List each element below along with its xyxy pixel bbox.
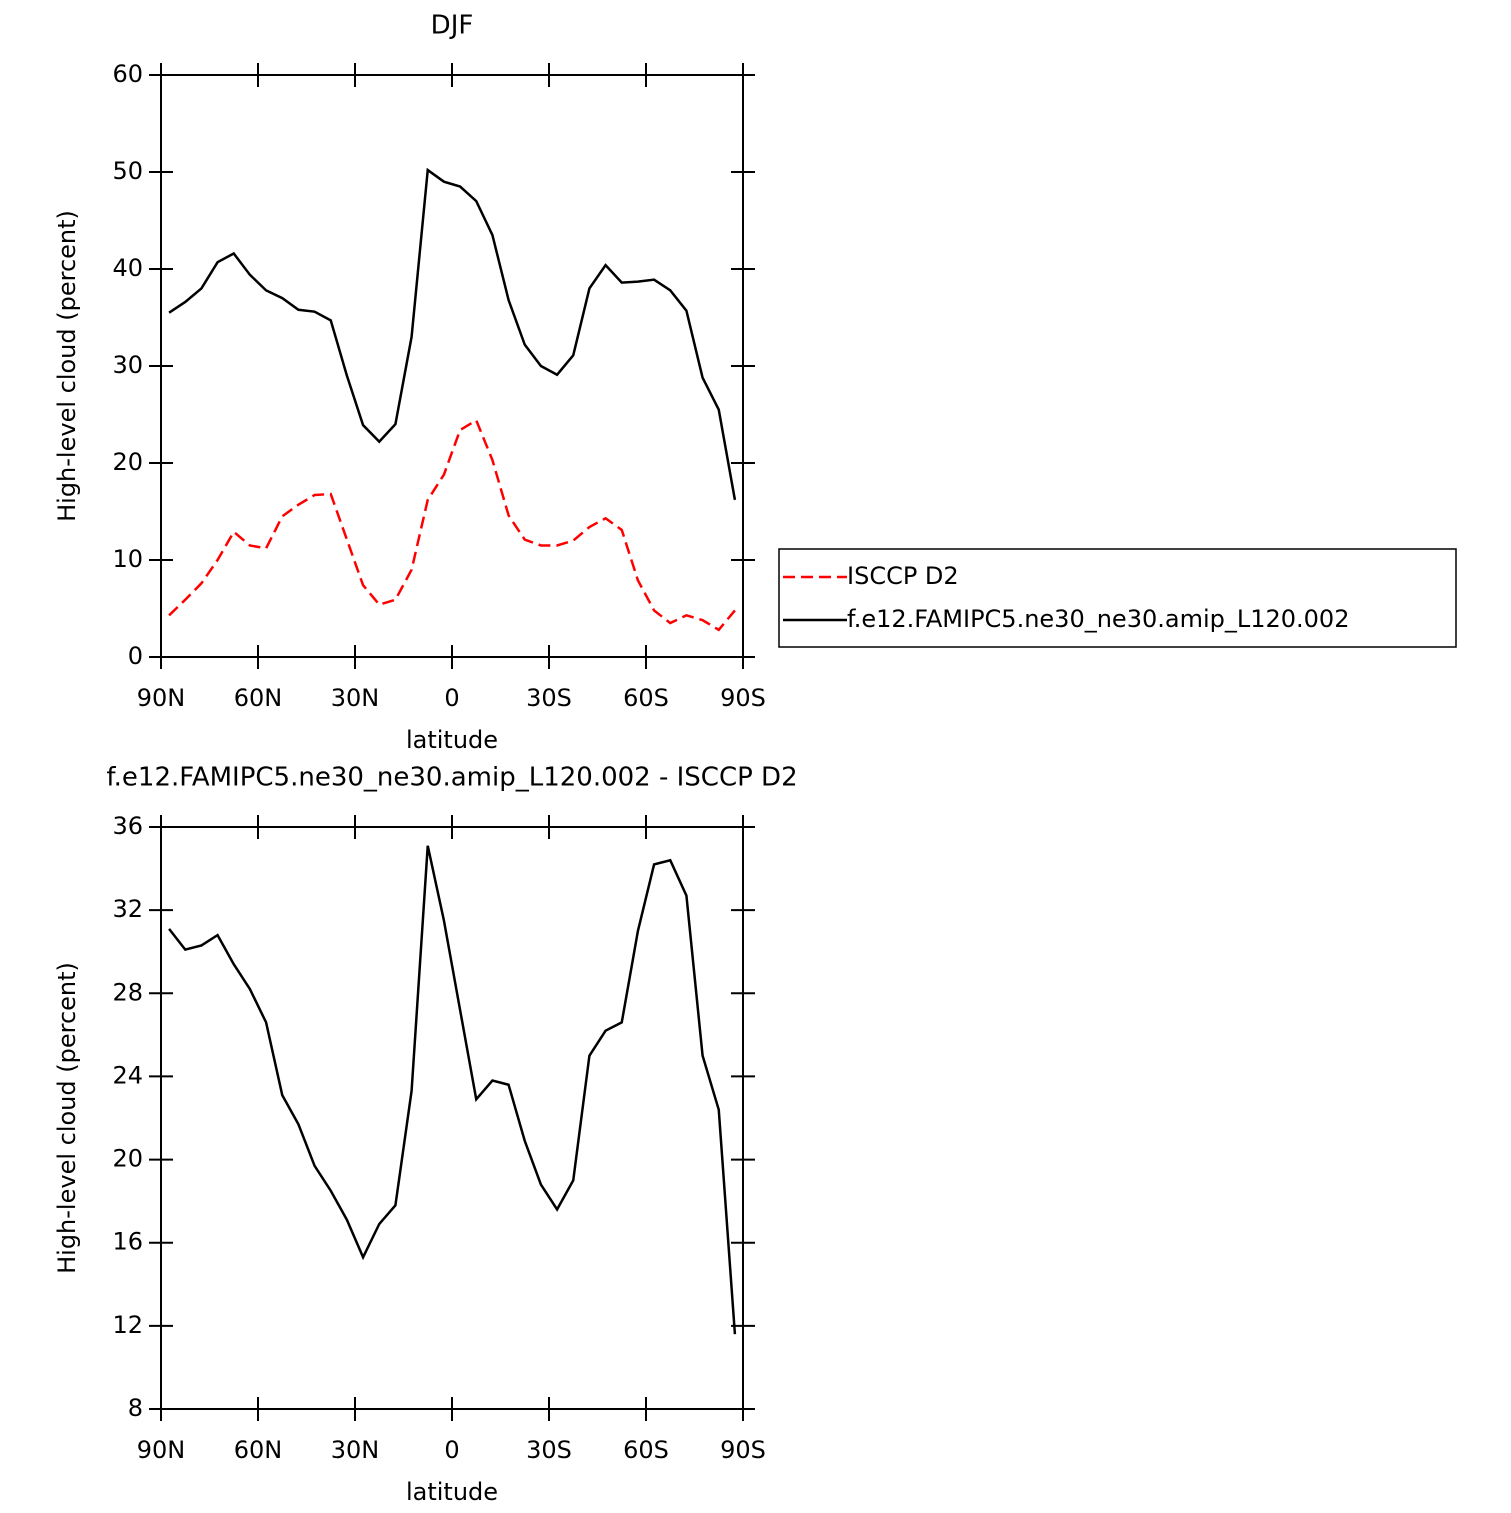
legend-label: f.e12.FAMIPC5.ne30_ne30.amip_L120.002 xyxy=(847,605,1349,633)
y-tick-label: 36 xyxy=(112,812,143,840)
x-tick-label: 90N xyxy=(137,684,186,712)
y-tick-label: 20 xyxy=(112,448,143,476)
y-tick-label: 30 xyxy=(112,351,143,379)
x-tick-label: 60N xyxy=(234,1436,283,1464)
y-axis-label: High-level cloud (percent) xyxy=(53,210,81,522)
x-tick-label: 60S xyxy=(623,684,669,712)
legend-label: ISCCP D2 xyxy=(847,562,959,590)
y-axis-label: High-level cloud (percent) xyxy=(53,962,81,1274)
y-tick-label: 12 xyxy=(112,1311,143,1339)
legend-box xyxy=(778,548,1457,648)
chart-title: f.e12.FAMIPC5.ne30_ne30.amip_L120.002 - … xyxy=(106,763,797,793)
x-tick-label: 90N xyxy=(137,1436,186,1464)
data-line xyxy=(168,418,736,632)
x-tick-label: 30S xyxy=(526,684,572,712)
x-tick-label: 30N xyxy=(331,684,380,712)
x-axis-label: latitude xyxy=(406,726,498,754)
data-line xyxy=(168,845,737,1335)
y-tick-label: 40 xyxy=(112,254,143,282)
x-tick-label: 30S xyxy=(526,1436,572,1464)
y-tick-label: 60 xyxy=(112,60,143,88)
plot-frame xyxy=(160,826,744,1410)
y-tick-label: 10 xyxy=(112,545,143,573)
y-tick-label: 32 xyxy=(112,895,143,923)
x-tick-label: 60S xyxy=(623,1436,669,1464)
x-tick-label: 90S xyxy=(720,1436,766,1464)
y-tick-label: 20 xyxy=(112,1145,143,1173)
x-tick-label: 60N xyxy=(234,684,283,712)
chart-title: DJF xyxy=(431,11,474,41)
y-tick-label: 16 xyxy=(112,1228,143,1256)
y-tick-label: 24 xyxy=(112,1061,143,1089)
y-tick-label: 28 xyxy=(112,978,143,1006)
x-tick-label: 0 xyxy=(444,684,459,712)
data-line xyxy=(168,167,737,501)
x-tick-label: 90S xyxy=(720,684,766,712)
y-tick-label: 50 xyxy=(112,157,143,185)
x-tick-label: 30N xyxy=(331,1436,380,1464)
x-axis-label: latitude xyxy=(406,1478,498,1506)
y-tick-label: 8 xyxy=(128,1394,143,1422)
y-tick-label: 0 xyxy=(128,642,143,670)
plot-frame xyxy=(160,74,744,658)
x-tick-label: 0 xyxy=(444,1436,459,1464)
